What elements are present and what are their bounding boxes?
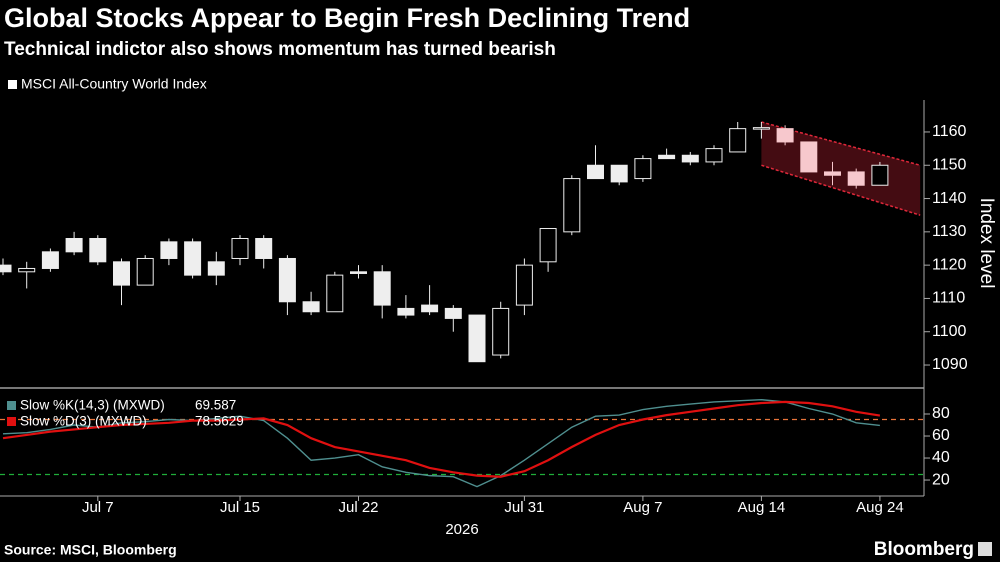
brand-icon	[978, 542, 992, 556]
candle-body	[184, 241, 202, 276]
candle-body	[847, 171, 865, 186]
candle-body	[587, 164, 604, 180]
candle-body	[255, 238, 273, 259]
chart-title: Global Stocks Appear to Begin Fresh Decl…	[4, 3, 690, 33]
x-tick-label: Jul 15	[220, 499, 260, 516]
candle-body	[539, 228, 557, 263]
candle-body	[705, 148, 723, 163]
candle-body	[468, 314, 486, 363]
y-tick-label: 1130	[932, 223, 967, 240]
candle-body	[207, 261, 225, 276]
y-tick-label: 1110	[932, 290, 965, 307]
indicator-line	[2, 399, 880, 488]
candle-body	[278, 257, 296, 303]
legend-value: 69.587	[195, 398, 236, 413]
source: Source: MSCI, Bloomberg	[4, 542, 177, 558]
legend-label: MSCI All-Country World Index	[21, 76, 207, 92]
candle-body	[41, 251, 59, 269]
x-tick-label: Aug 7	[623, 499, 662, 516]
y-tick-label: 40	[932, 449, 950, 466]
legend-swatch	[7, 401, 16, 410]
x-tick-label: Aug 14	[738, 499, 786, 516]
candle-body	[776, 128, 794, 143]
candle-body	[421, 304, 439, 313]
candle-body	[492, 307, 510, 356]
chart-subtitle: Technical indictor also shows momentum h…	[4, 39, 556, 60]
x-tick-label: Jul 22	[338, 499, 378, 516]
candle-body	[515, 264, 533, 306]
y-tick-label: 80	[932, 405, 950, 422]
x-tick-label: Aug 24	[856, 499, 904, 516]
candle-body	[373, 271, 391, 306]
candle-body	[800, 141, 818, 173]
candle-body	[444, 307, 462, 319]
y-tick-label: 60	[932, 427, 950, 444]
candle-body	[350, 271, 367, 274]
y-tick-label: 1120	[932, 256, 967, 273]
candle-body	[871, 164, 889, 186]
y-tick-label: 1100	[932, 323, 967, 340]
legend-swatch	[7, 417, 16, 426]
legend-label: Slow %K(14,3) (MXWD)	[20, 398, 165, 413]
candle-body	[658, 154, 676, 160]
candle-body	[634, 158, 652, 180]
y-tick-label: 1090	[932, 356, 968, 373]
candle-body	[89, 238, 107, 263]
legend-label: Slow %D(3) (MXWD)	[20, 414, 147, 429]
legend-swatch	[8, 80, 17, 89]
y-tick-label: 1140	[932, 190, 967, 207]
candle-body	[18, 267, 36, 273]
candle-body	[136, 257, 154, 286]
candle-body	[397, 307, 415, 316]
brand: Bloomberg	[874, 539, 974, 560]
indicator-line	[2, 400, 881, 478]
legend-value: 78.5629	[195, 414, 244, 429]
candle-body	[326, 274, 344, 313]
candle-body	[729, 128, 747, 153]
y-tick-label: 1160	[932, 123, 967, 140]
candle-body	[231, 238, 249, 259]
candle-body	[302, 301, 320, 313]
x-tick-label: Jul 7	[82, 499, 114, 516]
y-axis-label: Index level	[976, 198, 997, 289]
y-tick-label: 1150	[932, 156, 967, 173]
candle-body	[610, 164, 628, 183]
channel-line	[761, 164, 921, 216]
candle-body	[160, 241, 178, 259]
candle-body	[65, 238, 83, 253]
candle-body	[752, 127, 770, 130]
candle-body	[0, 264, 12, 273]
x-axis-label: 2026	[445, 521, 478, 538]
candle-body	[563, 178, 581, 233]
candle-body	[681, 154, 699, 163]
y-tick-label: 20	[932, 471, 950, 488]
candle-body	[113, 261, 130, 286]
x-tick-label: Jul 31	[504, 499, 544, 516]
candle-body	[824, 171, 841, 176]
